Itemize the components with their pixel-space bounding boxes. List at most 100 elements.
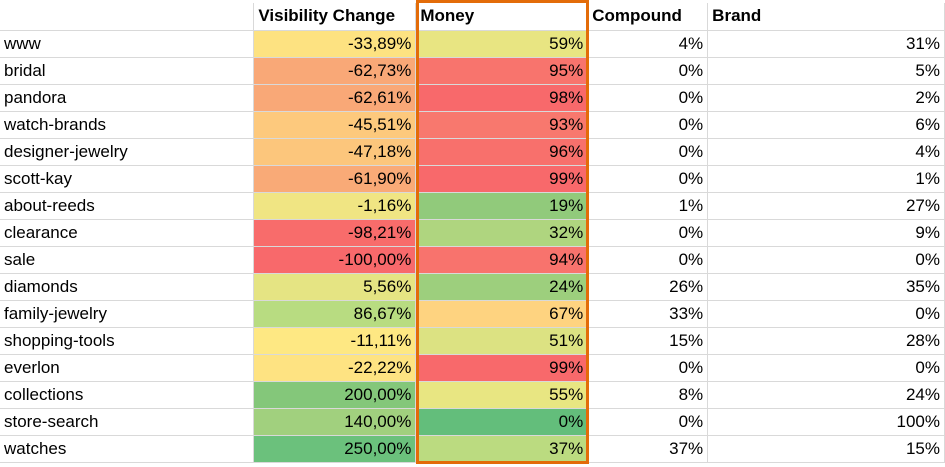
- header-row: Visibility Change Money Compound Brand: [0, 3, 945, 31]
- cell-page-name[interactable]: sale: [0, 246, 255, 274]
- cell-money[interactable]: 95%: [415, 57, 589, 85]
- cell-money[interactable]: 37%: [415, 435, 589, 463]
- cell-brand[interactable]: 27%: [707, 192, 945, 220]
- cell-brand[interactable]: 15%: [707, 435, 945, 463]
- cell-visibility-change[interactable]: -33,89%: [253, 30, 417, 58]
- cell-visibility-change[interactable]: -98,21%: [253, 219, 417, 247]
- cell-money[interactable]: 51%: [415, 327, 589, 355]
- cell-visibility-change[interactable]: -47,18%: [253, 138, 417, 166]
- cell-visibility-change[interactable]: -22,22%: [253, 354, 417, 382]
- table-row: everlon -22,22% 99% 0% 0%: [0, 354, 945, 382]
- cell-compound[interactable]: 0%: [587, 246, 709, 274]
- cell-visibility-change[interactable]: 250,00%: [253, 435, 417, 463]
- cell-compound[interactable]: 0%: [587, 138, 709, 166]
- cell-page-name[interactable]: about-reeds: [0, 192, 255, 220]
- table-row: family-jewelry 86,67% 67% 33% 0%: [0, 300, 945, 328]
- cell-brand[interactable]: 9%: [707, 219, 945, 247]
- cell-brand[interactable]: 5%: [707, 57, 945, 85]
- header-brand[interactable]: Brand: [707, 3, 945, 31]
- cell-page-name[interactable]: store-search: [0, 408, 255, 436]
- cell-money[interactable]: 98%: [415, 84, 589, 112]
- cell-visibility-change[interactable]: -100,00%: [253, 246, 417, 274]
- spreadsheet-table: Visibility Change Money Compound Brand w…: [0, 3, 945, 463]
- cell-brand[interactable]: 6%: [707, 111, 945, 139]
- cell-money[interactable]: 32%: [415, 219, 589, 247]
- cell-brand[interactable]: 0%: [707, 246, 945, 274]
- cell-money[interactable]: 99%: [415, 165, 589, 193]
- cell-brand[interactable]: 100%: [707, 408, 945, 436]
- table-row: sale -100,00% 94% 0% 0%: [0, 246, 945, 274]
- cell-money[interactable]: 67%: [415, 300, 589, 328]
- cell-page-name[interactable]: everlon: [0, 354, 255, 382]
- cell-visibility-change[interactable]: -1,16%: [253, 192, 417, 220]
- cell-money[interactable]: 55%: [415, 381, 589, 409]
- cell-compound[interactable]: 0%: [587, 408, 709, 436]
- cell-compound[interactable]: 0%: [587, 354, 709, 382]
- cell-page-name[interactable]: scott-kay: [0, 165, 255, 193]
- table-row: bridal -62,73% 95% 0% 5%: [0, 57, 945, 85]
- cell-page-name[interactable]: family-jewelry: [0, 300, 255, 328]
- cell-brand[interactable]: 1%: [707, 165, 945, 193]
- cell-page-name[interactable]: collections: [0, 381, 255, 409]
- table-row: watches 250,00% 37% 37% 15%: [0, 435, 945, 463]
- header-visibility-change[interactable]: Visibility Change: [253, 3, 417, 31]
- cell-visibility-change[interactable]: -61,90%: [253, 165, 417, 193]
- header-page[interactable]: [0, 3, 255, 31]
- cell-page-name[interactable]: bridal: [0, 57, 255, 85]
- cell-visibility-change[interactable]: 200,00%: [253, 381, 417, 409]
- cell-compound[interactable]: 0%: [587, 165, 709, 193]
- header-compound[interactable]: Compound: [587, 3, 709, 31]
- cell-compound[interactable]: 0%: [587, 219, 709, 247]
- cell-money[interactable]: 94%: [415, 246, 589, 274]
- cell-money[interactable]: 99%: [415, 354, 589, 382]
- cell-money[interactable]: 96%: [415, 138, 589, 166]
- table-row: collections 200,00% 55% 8% 24%: [0, 381, 945, 409]
- cell-visibility-change[interactable]: -45,51%: [253, 111, 417, 139]
- cell-page-name[interactable]: shopping-tools: [0, 327, 255, 355]
- table-row: designer-jewelry -47,18% 96% 0% 4%: [0, 138, 945, 166]
- cell-brand[interactable]: 2%: [707, 84, 945, 112]
- cell-brand[interactable]: 0%: [707, 300, 945, 328]
- cell-compound[interactable]: 37%: [587, 435, 709, 463]
- cell-compound[interactable]: 0%: [587, 57, 709, 85]
- header-money[interactable]: Money: [415, 3, 589, 31]
- cell-visibility-change[interactable]: 5,56%: [253, 273, 417, 301]
- cell-compound[interactable]: 1%: [587, 192, 709, 220]
- cell-compound[interactable]: 15%: [587, 327, 709, 355]
- cell-money[interactable]: 19%: [415, 192, 589, 220]
- table-row: about-reeds -1,16% 19% 1% 27%: [0, 192, 945, 220]
- cell-brand[interactable]: 28%: [707, 327, 945, 355]
- cell-brand[interactable]: 4%: [707, 138, 945, 166]
- cell-money[interactable]: 93%: [415, 111, 589, 139]
- cell-visibility-change[interactable]: -11,11%: [253, 327, 417, 355]
- cell-compound[interactable]: 0%: [587, 84, 709, 112]
- cell-visibility-change[interactable]: 140,00%: [253, 408, 417, 436]
- cell-visibility-change[interactable]: -62,61%: [253, 84, 417, 112]
- cell-compound[interactable]: 8%: [587, 381, 709, 409]
- cell-visibility-change[interactable]: 86,67%: [253, 300, 417, 328]
- cell-brand[interactable]: 0%: [707, 354, 945, 382]
- cell-money[interactable]: 0%: [415, 408, 589, 436]
- cell-page-name[interactable]: www: [0, 30, 255, 58]
- cell-visibility-change[interactable]: -62,73%: [253, 57, 417, 85]
- cell-page-name[interactable]: pandora: [0, 84, 255, 112]
- table-row: pandora -62,61% 98% 0% 2%: [0, 84, 945, 112]
- cell-page-name[interactable]: watches: [0, 435, 255, 463]
- cell-money[interactable]: 59%: [415, 30, 589, 58]
- cell-brand[interactable]: 35%: [707, 273, 945, 301]
- cell-money[interactable]: 24%: [415, 273, 589, 301]
- cell-page-name[interactable]: diamonds: [0, 273, 255, 301]
- cell-brand[interactable]: 24%: [707, 381, 945, 409]
- cell-compound[interactable]: 0%: [587, 111, 709, 139]
- cell-compound[interactable]: 4%: [587, 30, 709, 58]
- table-row: www -33,89% 59% 4% 31%: [0, 30, 945, 58]
- cell-page-name[interactable]: designer-jewelry: [0, 138, 255, 166]
- cell-page-name[interactable]: clearance: [0, 219, 255, 247]
- table-row: shopping-tools -11,11% 51% 15% 28%: [0, 327, 945, 355]
- cell-compound[interactable]: 33%: [587, 300, 709, 328]
- table-row: scott-kay -61,90% 99% 0% 1%: [0, 165, 945, 193]
- cell-brand[interactable]: 31%: [707, 30, 945, 58]
- cell-compound[interactable]: 26%: [587, 273, 709, 301]
- table-row: diamonds 5,56% 24% 26% 35%: [0, 273, 945, 301]
- cell-page-name[interactable]: watch-brands: [0, 111, 255, 139]
